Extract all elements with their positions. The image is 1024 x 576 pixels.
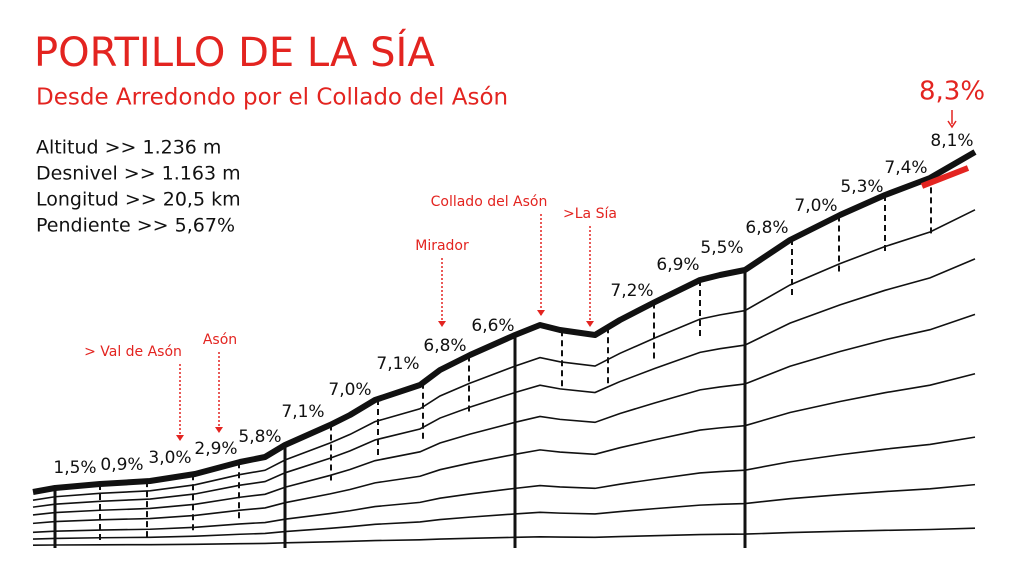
place-label: > Val de Asón — [84, 344, 182, 360]
max-segment — [920, 165, 970, 189]
gradient-label: 6,9% — [656, 255, 699, 275]
gradient-label: 7,0% — [328, 380, 371, 400]
max-arrowhead — [947, 120, 957, 129]
subtitle: Desde Arredondo por el Collado del Asón — [36, 85, 508, 111]
contour-line — [32, 313, 976, 516]
place-arrowhead — [537, 310, 545, 316]
profile — [32, 149, 977, 495]
place-label: Collado del Asón — [431, 194, 548, 210]
gradient-label: 7,2% — [610, 281, 653, 301]
gradient-label: 1,5% — [53, 458, 96, 478]
gradient-label: 6,6% — [471, 316, 514, 336]
gradient-label: 5,8% — [238, 427, 281, 447]
place-arrowhead — [586, 321, 594, 327]
gradient-label: 0,9% — [100, 455, 143, 475]
labels: Altitud >> 1.236 m Desnivel >> 1.163 m Lon… — [36, 77, 985, 479]
contour-line — [32, 372, 976, 525]
max-gradient: 8,3% — [919, 77, 985, 107]
profile-lines — [32, 149, 977, 548]
gradient-label: 7,0% — [794, 196, 837, 216]
gradient-label: 5,5% — [700, 238, 743, 258]
place-arrowhead — [438, 321, 446, 327]
gradient-label: 7,1% — [281, 402, 324, 422]
place-label: Asón — [203, 332, 237, 348]
gradient-label: 6,8% — [745, 218, 788, 238]
contour-line — [32, 258, 976, 508]
contour-line — [32, 483, 976, 540]
gradient-label: 8,1% — [930, 131, 973, 151]
gradient-label: 2,9% — [194, 439, 237, 459]
place-label: Mirador — [415, 238, 469, 254]
stat: Longitud >> 20,5 km — [36, 189, 241, 211]
place-arrowhead — [215, 427, 223, 433]
gradient-label: 7,4% — [884, 158, 927, 178]
contour-line — [32, 527, 976, 546]
place-label: >La Sía — [563, 206, 617, 222]
contour-line — [32, 436, 976, 534]
gradient-label: 6,8% — [423, 336, 466, 356]
stat: Pendiente >> 5,67% — [36, 215, 235, 237]
gradient-label: 5,3% — [840, 177, 883, 197]
gradient-label: 7,1% — [376, 354, 419, 374]
gradient-label: 3,0% — [148, 448, 191, 468]
contour-line — [32, 209, 976, 501]
stat: Desnivel >> 1.163 m — [36, 163, 241, 185]
stat: Altitud >> 1.236 m — [36, 137, 221, 159]
title: PORTILLO DE LA SÍA — [34, 28, 435, 76]
place-arrowhead — [176, 435, 184, 441]
